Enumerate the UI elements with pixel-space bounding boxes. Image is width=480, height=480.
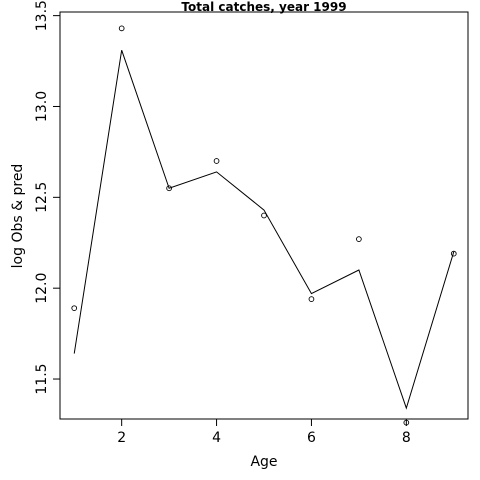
y-tick-label: 12.5 [34,182,50,213]
x-tick-label: 2 [117,430,126,446]
observed-point [71,305,78,312]
x-tick-label: 8 [402,430,411,446]
observed-point [403,419,410,426]
x-tick-label: 4 [212,430,221,446]
x-axis-label: Age [250,454,277,470]
observed-point [308,296,315,302]
y-axis: 11.5 12.0 12.5 13.0 13.5 [34,0,61,395]
chart-title: Total catches, year 1999 [181,0,346,14]
y-tick-label: 11.5 [34,363,50,394]
observed-point [356,236,362,242]
observed-point [450,250,457,257]
observed-point [261,212,267,219]
x-tick-label: 6 [307,430,316,446]
y-tick-label: 12.0 [34,273,50,304]
predicted-series-line [73,49,455,410]
y-axis-label: log Obs & pred [10,164,26,269]
plot-area [71,25,457,426]
y-tick-label: 13.5 [34,0,50,31]
observed-point [213,158,220,164]
observed-point [166,185,172,192]
y-tick-label: 13.0 [34,91,50,122]
observed-point [118,25,125,32]
x-axis: 2 4 6 8 [117,418,411,446]
plot-frame [59,11,469,420]
